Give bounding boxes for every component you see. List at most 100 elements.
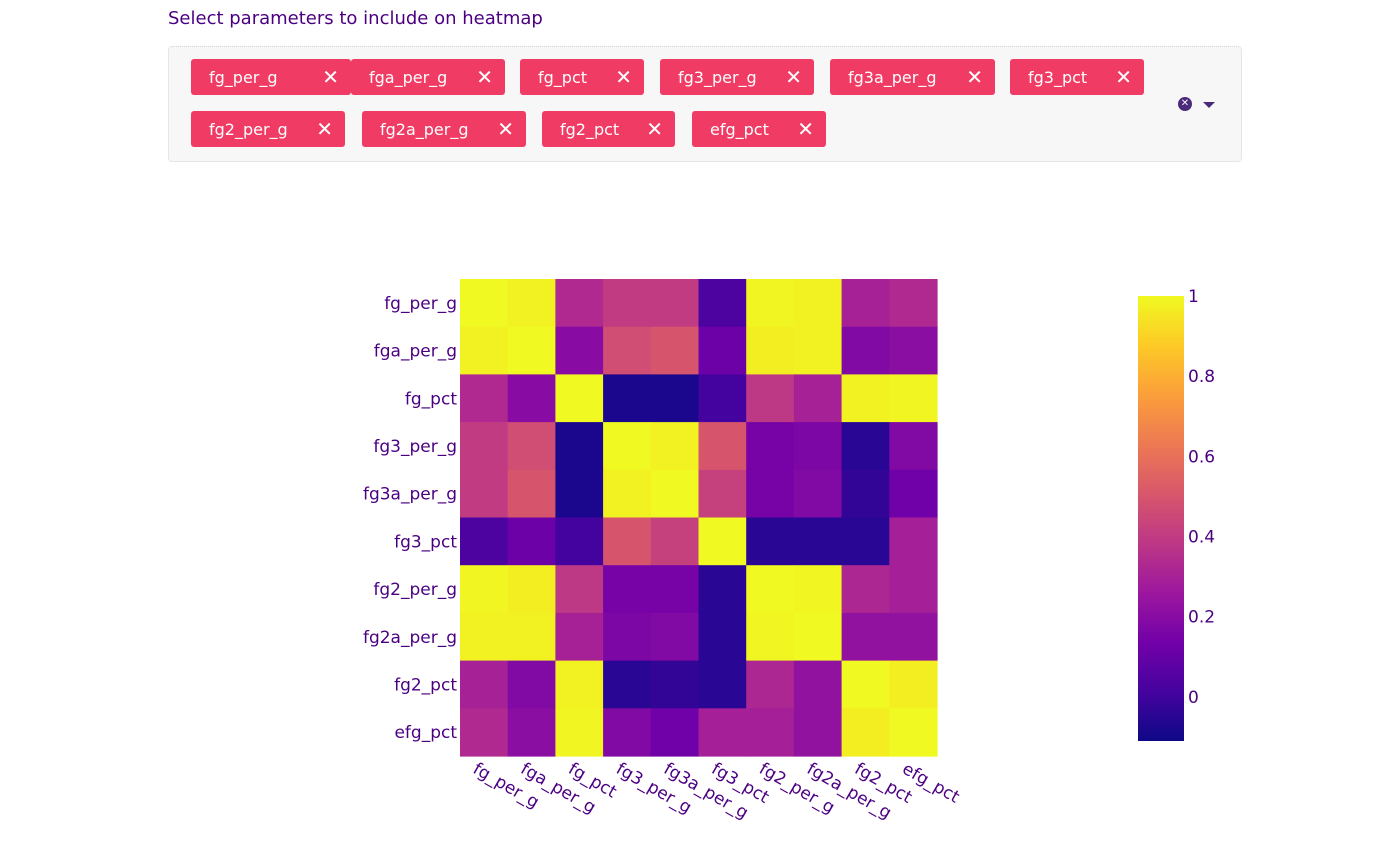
heatmap-cell-fga-per-g-fg3a-per-g[interactable] — [650, 326, 700, 375]
heatmap-cell-fg3-per-g-fg3a-per-g[interactable] — [650, 422, 700, 471]
heatmap-cell-fg-pct-fg-pct[interactable] — [555, 374, 604, 423]
remove-chip-icon[interactable]: ✕ — [322, 65, 339, 89]
heatmap-cell-efg-pct-fg3-per-g[interactable] — [603, 708, 652, 757]
heatmap-cell-fga-per-g-fg2a-per-g[interactable] — [793, 326, 843, 375]
heatmap-cell-fg3a-per-g-fg2a-per-g[interactable] — [793, 469, 843, 519]
heatmap-cell-fg3-pct-fg2-pct[interactable] — [841, 517, 890, 566]
remove-chip-icon[interactable]: ✕ — [476, 65, 493, 89]
heatmap-cell-fg-pct-fg3-pct[interactable] — [698, 374, 747, 423]
heatmap-cell-fg3a-per-g-fg2-per-g[interactable] — [746, 469, 795, 519]
heatmap-cell-fg-per-g-fg-pct[interactable] — [555, 279, 604, 328]
heatmap-cell-fg-pct-fg3a-per-g[interactable] — [650, 374, 700, 423]
heatmap-cell-fg2-pct-fg3-pct[interactable] — [698, 660, 747, 709]
heatmap-cell-fg2-per-g-fg-pct[interactable] — [555, 565, 604, 614]
heatmap-cell-fga-per-g-fg-per-g[interactable] — [460, 326, 509, 375]
heatmap-cell-fg3a-per-g-fg3a-per-g[interactable] — [650, 469, 700, 519]
heatmap-cell-efg-pct-fg3a-per-g[interactable] — [650, 708, 700, 757]
heatmap-cell-fg-per-g-fg3-per-g[interactable] — [603, 279, 652, 328]
heatmap-cell-fg3-per-g-fg2-per-g[interactable] — [746, 422, 795, 471]
heatmap-cell-fg2a-per-g-fga-per-g[interactable] — [507, 612, 556, 662]
heatmap-cell-fg3-per-g-fg2a-per-g[interactable] — [793, 422, 843, 471]
heatmap-cell-fg2-pct-fg-per-g[interactable] — [460, 660, 509, 709]
heatmap-cell-fg-per-g-fg-per-g[interactable] — [460, 279, 509, 328]
heatmap-cell-fg2-per-g-efg-pct[interactable] — [889, 565, 938, 614]
heatmap-cell-fg3a-per-g-fga-per-g[interactable] — [507, 469, 556, 519]
remove-chip-icon[interactable]: ✕ — [646, 117, 663, 141]
heatmap-cell-efg-pct-fga-per-g[interactable] — [507, 708, 556, 757]
heatmap-cell-fg2-per-g-fg3-pct[interactable] — [698, 565, 747, 614]
heatmap-cell-fga-per-g-fg-pct[interactable] — [555, 326, 604, 375]
heatmap-cell-fg2-per-g-fga-per-g[interactable] — [507, 565, 556, 614]
heatmap-cell-fg3-per-g-fg-per-g[interactable] — [460, 422, 509, 471]
heatmap-cell-fg-per-g-fg2a-per-g[interactable] — [793, 279, 843, 328]
remove-chip-icon[interactable]: ✕ — [497, 117, 514, 141]
heatmap-cell-fg-pct-efg-pct[interactable] — [889, 374, 938, 423]
heatmap-cell-fg-per-g-efg-pct[interactable] — [889, 279, 938, 328]
heatmap-cell-fg2-pct-fg-pct[interactable] — [555, 660, 604, 709]
heatmap-cell-fg2-pct-fga-per-g[interactable] — [507, 660, 556, 709]
heatmap-cell-fg3a-per-g-fg2-pct[interactable] — [841, 469, 890, 519]
heatmap-cell-fg2-per-g-fg3-per-g[interactable] — [603, 565, 652, 614]
heatmap-cell-fg2a-per-g-fg-pct[interactable] — [555, 612, 604, 662]
remove-chip-icon[interactable]: ✕ — [1115, 65, 1132, 89]
chevron-down-icon[interactable] — [1203, 102, 1215, 108]
heatmap-cell-fg-per-g-fg2-pct[interactable] — [841, 279, 890, 328]
heatmap-cell-fg-pct-fg2-per-g[interactable] — [746, 374, 795, 423]
heatmap-cell-fg2-pct-fg3-per-g[interactable] — [603, 660, 652, 709]
heatmap-cell-efg-pct-fg3-pct[interactable] — [698, 708, 747, 757]
heatmap-cell-efg-pct-fg2-pct[interactable] — [841, 708, 890, 757]
heatmap-cell-fg-pct-fga-per-g[interactable] — [507, 374, 556, 423]
heatmap-cell-fga-per-g-fg2-per-g[interactable] — [746, 326, 795, 375]
heatmap-cell-fga-per-g-efg-pct[interactable] — [889, 326, 938, 375]
heatmap-cell-fg3a-per-g-fg-pct[interactable] — [555, 469, 604, 519]
heatmap-cell-fg3-per-g-fg-pct[interactable] — [555, 422, 604, 471]
heatmap-cell-fg3-pct-fg-per-g[interactable] — [460, 517, 509, 566]
heatmap-cell-fg2a-per-g-fg3a-per-g[interactable] — [650, 612, 700, 662]
heatmap-cell-fga-per-g-fg3-pct[interactable] — [698, 326, 747, 375]
parameter-multiselect[interactable]: fg_per_g ✕ fga_per_g ✕ fg_pct ✕ fg3_per_g ✕ fg3a… — [168, 46, 1242, 162]
heatmap-cell-fg2-pct-fg2a-per-g[interactable] — [793, 660, 843, 709]
heatmap-cell-fg3a-per-g-fg3-pct[interactable] — [698, 469, 747, 519]
heatmap-cell-fg2a-per-g-fg2a-per-g[interactable] — [793, 612, 843, 662]
heatmap-cell-fg3a-per-g-fg-per-g[interactable] — [460, 469, 509, 519]
heatmap-cell-fg3-per-g-fg3-pct[interactable] — [698, 422, 747, 471]
heatmap-cell-fga-per-g-fg3-per-g[interactable] — [603, 326, 652, 375]
heatmap-cell-efg-pct-fg-per-g[interactable] — [460, 708, 509, 757]
heatmap-cell-fg-per-g-fga-per-g[interactable] — [507, 279, 556, 328]
heatmap-cell-fg2-pct-fg2-pct[interactable] — [841, 660, 890, 709]
heatmap-cell-fg3-pct-fg3-pct[interactable] — [698, 517, 747, 566]
heatmap-cell-fg3-pct-fg-pct[interactable] — [555, 517, 604, 566]
heatmap-cell-fg2-pct-fg2-per-g[interactable] — [746, 660, 795, 709]
heatmap-cell-efg-pct-fg2a-per-g[interactable] — [793, 708, 843, 757]
heatmap-cell-fg2-per-g-fg3a-per-g[interactable] — [650, 565, 700, 614]
heatmap-cell-fg3a-per-g-efg-pct[interactable] — [889, 469, 938, 519]
remove-chip-icon[interactable]: ✕ — [966, 65, 983, 89]
heatmap-cell-fg3-per-g-efg-pct[interactable] — [889, 422, 938, 471]
remove-chip-icon[interactable]: ✕ — [797, 117, 814, 141]
heatmap-cell-fg2-pct-efg-pct[interactable] — [889, 660, 938, 709]
heatmap-cell-fg2a-per-g-fg3-pct[interactable] — [698, 612, 747, 662]
clear-all-icon[interactable]: ✕ — [1178, 97, 1192, 111]
heatmap-cell-fg2a-per-g-fg3-per-g[interactable] — [603, 612, 652, 662]
heatmap-cell-efg-pct-efg-pct[interactable] — [889, 708, 938, 757]
heatmap-cell-fg-pct-fg3-per-g[interactable] — [603, 374, 652, 423]
heatmap-cell-fg2a-per-g-fg2-pct[interactable] — [841, 612, 890, 662]
remove-chip-icon[interactable]: ✕ — [615, 65, 632, 89]
heatmap-cell-fg-per-g-fg3-pct[interactable] — [698, 279, 747, 328]
heatmap-cell-fg-pct-fg-per-g[interactable] — [460, 374, 509, 423]
heatmap-cell-fg3-pct-fg3-per-g[interactable] — [603, 517, 652, 566]
remove-chip-icon[interactable]: ✕ — [316, 117, 333, 141]
heatmap-cell-fg3-pct-fga-per-g[interactable] — [507, 517, 556, 566]
heatmap-cell-fg-pct-fg2a-per-g[interactable] — [793, 374, 843, 423]
heatmap-cell-fga-per-g-fg2-pct[interactable] — [841, 326, 890, 375]
heatmap-cell-fg-per-g-fg2-per-g[interactable] — [746, 279, 795, 328]
heatmap-cell-fg2-per-g-fg2-per-g[interactable] — [746, 565, 795, 614]
heatmap-cell-fg3-pct-fg2-per-g[interactable] — [746, 517, 795, 566]
heatmap-cell-fg-pct-fg2-pct[interactable] — [841, 374, 890, 423]
remove-chip-icon[interactable]: ✕ — [785, 65, 802, 89]
heatmap-cell-fg3-pct-fg2a-per-g[interactable] — [793, 517, 843, 566]
heatmap-cell-fg2-per-g-fg2-pct[interactable] — [841, 565, 890, 614]
heatmap-cell-fg2-per-g-fg2a-per-g[interactable] — [793, 565, 843, 614]
heatmap-cell-fg3-per-g-fga-per-g[interactable] — [507, 422, 556, 471]
heatmap-cell-fg-per-g-fg3a-per-g[interactable] — [650, 279, 700, 328]
